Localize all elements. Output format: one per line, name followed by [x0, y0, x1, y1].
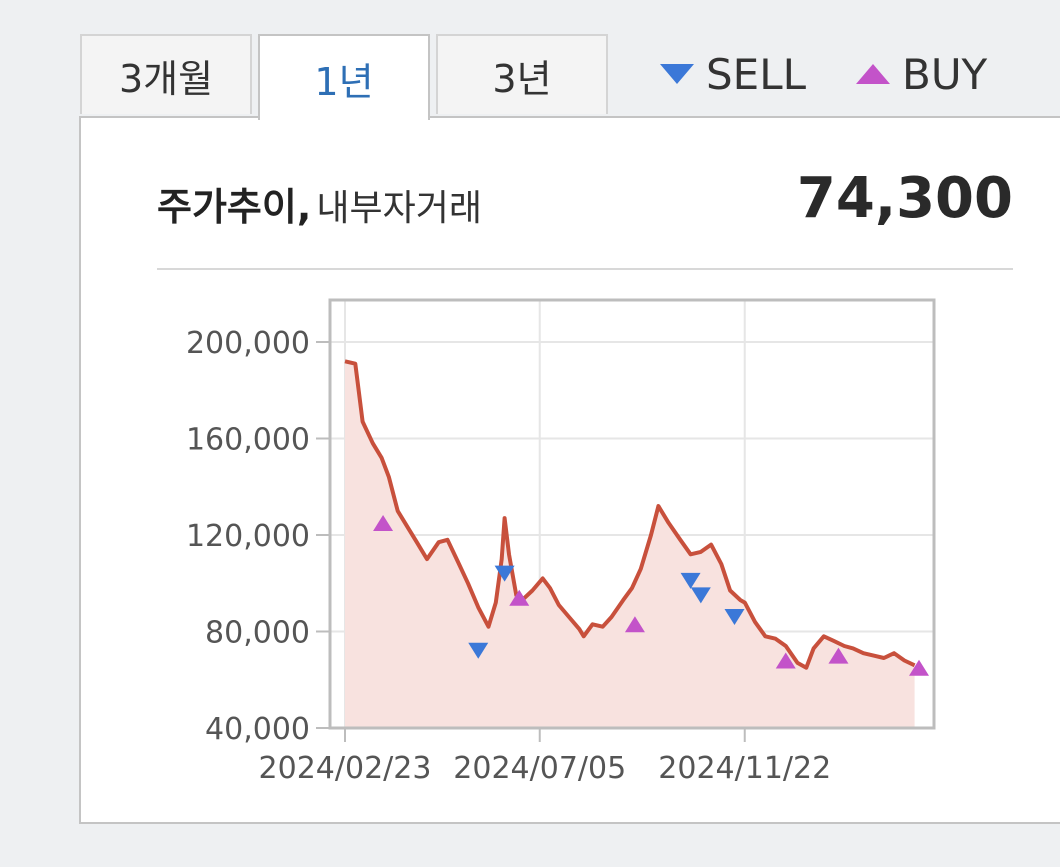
x-tick-label: 2024/02/23 [259, 751, 432, 786]
tab-3-months-label: 3개월 [118, 56, 214, 101]
y-tick-label: 40,000 [205, 712, 310, 747]
buy-marker[interactable] [509, 589, 530, 606]
stock-price-chart: 40,000 80,000 120,000 160,000 200,000 2024/02… [186, 298, 936, 786]
tab-3-months[interactable]: 3개월 [80, 34, 252, 114]
sell-triangle-icon [660, 64, 694, 84]
chart-panel: 주가추이, 내부자거래 74,300 40,000 80,000 120,000 16… [79, 116, 1060, 824]
tab-1-year[interactable]: 1년 [258, 34, 430, 120]
legend-sell-label: SELL [706, 49, 806, 99]
plot-frame [328, 298, 936, 730]
tab-3-years[interactable]: 3년 [436, 34, 608, 114]
sell-marker[interactable] [468, 642, 489, 659]
x-tick-label: 2024/07/05 [453, 751, 626, 786]
tab-1-year-label: 1년 [314, 59, 374, 104]
sell-marker[interactable] [690, 587, 711, 604]
sell-marker[interactable] [494, 565, 515, 582]
buy-marker[interactable] [373, 514, 394, 531]
buy-marker[interactable] [828, 647, 849, 664]
buy-triangle-icon [856, 64, 890, 84]
price-area-fill [345, 361, 915, 728]
tab-3-years-label: 3년 [492, 56, 552, 101]
buy-marker[interactable] [909, 659, 929, 676]
chart-title: 주가추이, [157, 185, 312, 229]
price-line [344, 359, 916, 670]
chart-header: 주가추이, 내부자거래 74,300 [157, 166, 1013, 256]
legend-buy: BUY [856, 44, 987, 104]
sell-marker[interactable] [724, 609, 745, 626]
current-price: 74,300 [796, 166, 1013, 231]
y-tick-label: 80,000 [205, 616, 310, 651]
legend-buy-label: BUY [902, 49, 988, 99]
legend-sell: SELL [660, 44, 806, 104]
header-divider [157, 268, 1013, 270]
y-tick-label: 200,000 [186, 326, 310, 361]
x-tick-label: 2024/11/22 [658, 751, 831, 786]
y-tick-label: 120,000 [186, 519, 310, 554]
y-tick-label: 160,000 [186, 423, 310, 458]
sell-marker[interactable] [680, 572, 701, 589]
buy-marker[interactable] [775, 652, 796, 669]
buy-marker[interactable] [624, 616, 645, 633]
chart-subtitle: 내부자거래 [316, 188, 482, 229]
